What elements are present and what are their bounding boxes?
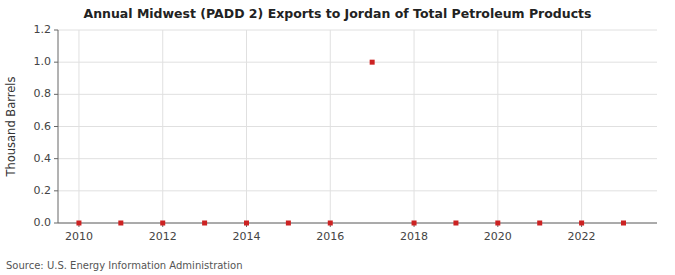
point bbox=[76, 221, 81, 226]
y-tick-label: 0.0 bbox=[34, 216, 52, 229]
y-tick-label: 0.4 bbox=[34, 152, 52, 165]
y-tick-label: 0.6 bbox=[34, 120, 52, 133]
background bbox=[0, 0, 675, 275]
point bbox=[412, 221, 417, 226]
x-axis-line bbox=[58, 223, 657, 224]
x-tick-label: 2018 bbox=[400, 230, 428, 243]
chart-container: Annual Midwest (PADD 2) Exports to Jorda… bbox=[0, 0, 675, 275]
source-note: Source: U.S. Energy Information Administ… bbox=[6, 260, 243, 271]
x-tick-label: 2014 bbox=[232, 230, 260, 243]
x-tick-label: 2016 bbox=[316, 230, 344, 243]
point bbox=[328, 221, 333, 226]
title: Annual Midwest (PADD 2) Exports to Jorda… bbox=[83, 6, 591, 21]
point bbox=[537, 221, 542, 226]
y-tick bbox=[54, 30, 58, 31]
y-tick bbox=[54, 190, 58, 191]
grid-line-y bbox=[58, 126, 657, 127]
x-tick-label: 2020 bbox=[484, 230, 512, 243]
grid-line-y bbox=[58, 62, 657, 63]
grid-line-x bbox=[581, 30, 582, 223]
point bbox=[453, 221, 458, 226]
point bbox=[579, 221, 584, 226]
y-tick-label: 0.2 bbox=[34, 184, 52, 197]
grid-line-x bbox=[78, 30, 79, 223]
x-tick-label: 2022 bbox=[568, 230, 596, 243]
y-tick-label: 1.2 bbox=[34, 23, 52, 36]
grid-line-y bbox=[58, 94, 657, 95]
x-tick-label: 2010 bbox=[65, 230, 93, 243]
axes: 0.0 0.2 0.4 0.6 0.8 1.0 1.2 2010 2012 2014 2016 201… bbox=[34, 23, 658, 243]
y-tick bbox=[54, 126, 58, 127]
y-axis-line bbox=[58, 30, 59, 223]
y-tick bbox=[54, 94, 58, 95]
point bbox=[160, 221, 165, 226]
grid-line-y bbox=[58, 190, 657, 191]
y-tick bbox=[54, 158, 58, 159]
y-tick-label: 0.8 bbox=[34, 87, 52, 100]
point bbox=[495, 221, 500, 226]
chart: Annual Midwest (PADD 2) Exports to Jorda… bbox=[0, 0, 675, 275]
grid-line-y bbox=[58, 158, 657, 159]
point bbox=[621, 221, 626, 226]
marks bbox=[76, 60, 626, 226]
grid bbox=[58, 30, 657, 223]
grid-line-y bbox=[58, 30, 657, 31]
point bbox=[118, 221, 123, 226]
point bbox=[202, 221, 207, 226]
grid-line-y bbox=[58, 223, 657, 224]
grid-line-x bbox=[497, 30, 498, 223]
grid-line-x bbox=[330, 30, 331, 223]
point bbox=[370, 60, 375, 65]
grid-line-x bbox=[162, 30, 163, 223]
y-tick-label: 1.0 bbox=[34, 55, 52, 68]
x-tick-label: 2012 bbox=[149, 230, 177, 243]
grid-line-x bbox=[246, 30, 247, 223]
y-tick bbox=[54, 223, 58, 224]
point bbox=[286, 221, 291, 226]
y-axis-label: Thousand Barrels bbox=[4, 76, 18, 177]
point bbox=[244, 221, 249, 226]
y-tick bbox=[54, 62, 58, 63]
grid-line-x bbox=[414, 30, 415, 223]
